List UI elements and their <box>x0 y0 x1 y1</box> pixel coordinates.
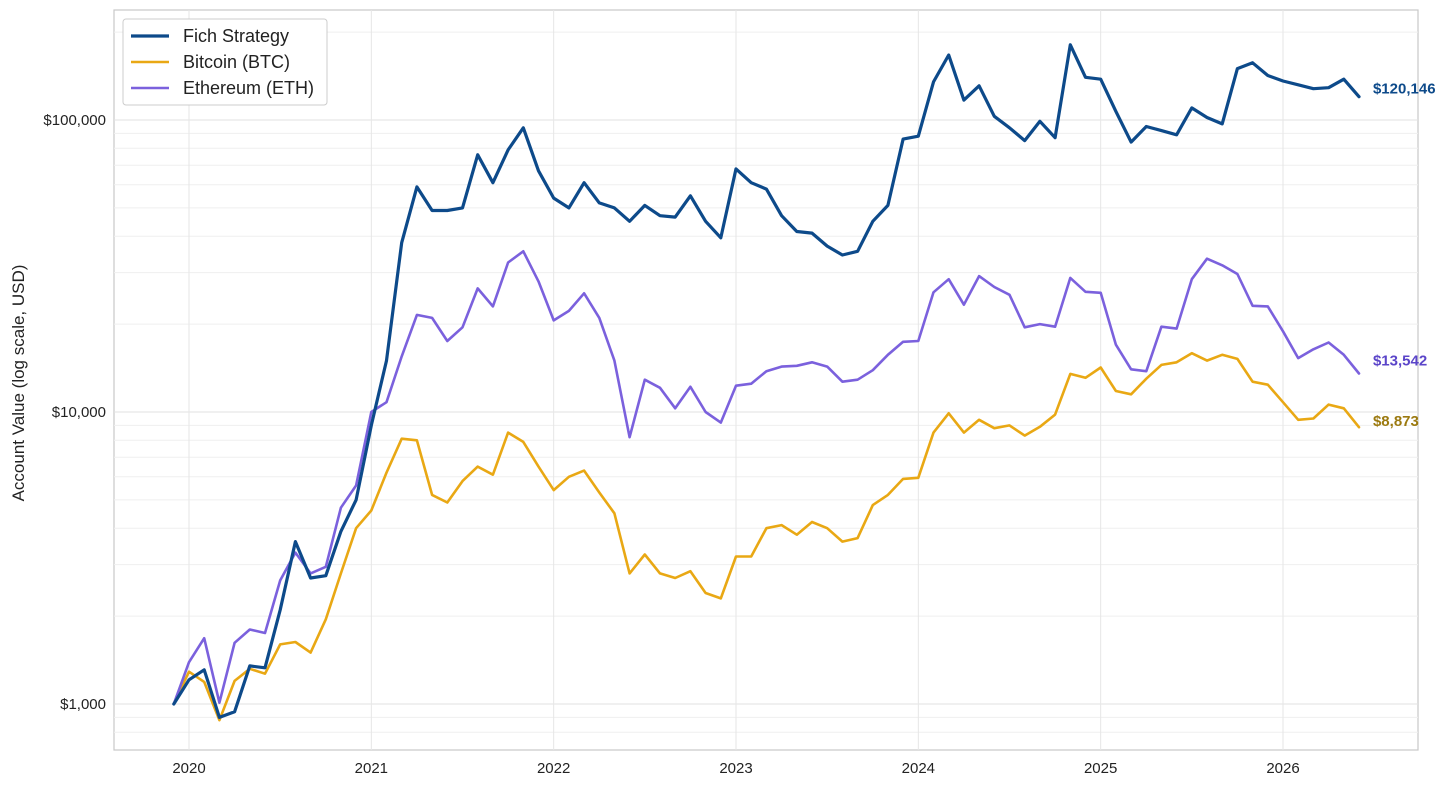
legend-box <box>122 18 328 106</box>
x-tick-label: 2020 <box>172 760 205 777</box>
series-line-fich-strategy <box>172 43 1361 720</box>
series-line-bitcoin-btc <box>172 351 1361 722</box>
series-line-ethereum-eth <box>172 250 1361 706</box>
series-lines <box>172 43 1361 722</box>
x-tick-label: 2021 <box>355 760 388 777</box>
grid-lines <box>114 10 1418 750</box>
end-value-label: $8,873 <box>1373 413 1419 430</box>
y-axis-title: Account Value (log scale, USD) <box>9 265 28 502</box>
end-value-label: $120,146 <box>1373 81 1436 98</box>
x-tick-label: 2022 <box>537 760 570 777</box>
x-tick-label: 2024 <box>902 760 935 777</box>
x-tick-label: 2026 <box>1266 760 1299 777</box>
legend-label: Bitcoin (BTC) <box>183 52 290 72</box>
end-value-label: $13,542 <box>1373 353 1427 370</box>
y-tick-label: $100,000 <box>43 112 106 129</box>
end-labels: $120,146 $8,873 $13,542 <box>1373 81 1436 430</box>
axis-ticks: $1,000 $10,000 $100,000 2020 2021 2022 2023 202… <box>43 112 1299 777</box>
y-tick-label: $10,000 <box>52 404 106 421</box>
y-tick-label: $1,000 <box>60 696 106 713</box>
legend: Fich Strategy Bitcoin (BTC) Ethereum (ETH) <box>122 18 328 106</box>
legend-label: Ethereum (ETH) <box>183 78 314 98</box>
x-tick-label: 2025 <box>1084 760 1117 777</box>
x-tick-label: 2023 <box>719 760 752 777</box>
legend-label: Fich Strategy <box>183 26 289 46</box>
